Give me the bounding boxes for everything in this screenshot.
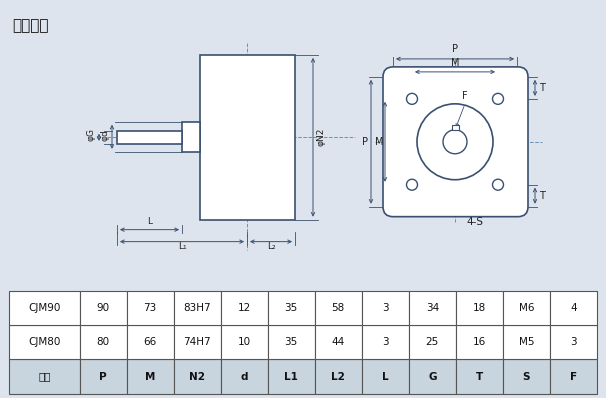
Text: 型号: 型号 <box>38 372 50 382</box>
Text: T: T <box>476 372 483 382</box>
Text: L₁: L₁ <box>178 242 186 251</box>
Text: 4: 4 <box>570 303 577 313</box>
Bar <box>362 291 409 325</box>
Bar <box>9 359 79 394</box>
Text: 12: 12 <box>238 303 251 313</box>
Text: 34: 34 <box>426 303 439 313</box>
FancyBboxPatch shape <box>383 67 528 217</box>
Text: L₂: L₂ <box>267 242 275 251</box>
Text: 74H7: 74H7 <box>184 337 211 347</box>
Text: CJM80: CJM80 <box>28 337 61 347</box>
Text: P: P <box>362 137 368 147</box>
Text: 25: 25 <box>426 337 439 347</box>
Bar <box>221 291 268 325</box>
Text: 44: 44 <box>331 337 345 347</box>
Text: 3: 3 <box>570 337 577 347</box>
Bar <box>503 291 550 325</box>
Bar <box>200 55 295 220</box>
Text: 90: 90 <box>96 303 110 313</box>
Bar <box>127 325 174 359</box>
Text: L: L <box>382 372 388 382</box>
Bar <box>182 122 200 152</box>
Bar <box>409 291 456 325</box>
Text: 73: 73 <box>144 303 157 313</box>
Text: L: L <box>147 217 152 226</box>
Text: F: F <box>462 91 468 101</box>
Text: P: P <box>99 372 107 382</box>
Text: d: d <box>241 372 248 382</box>
Bar <box>268 359 315 394</box>
Bar <box>174 291 221 325</box>
Text: 58: 58 <box>331 303 345 313</box>
Bar <box>550 325 597 359</box>
Text: 80: 80 <box>96 337 110 347</box>
Bar <box>315 359 362 394</box>
Bar <box>9 291 79 325</box>
Bar <box>550 291 597 325</box>
Text: M: M <box>451 58 459 68</box>
Text: M5: M5 <box>519 337 534 347</box>
Text: P: P <box>452 44 458 54</box>
Bar <box>362 359 409 394</box>
Bar <box>174 325 221 359</box>
Text: 减速装置: 减速装置 <box>12 18 48 33</box>
Bar <box>79 325 127 359</box>
Bar <box>127 291 174 325</box>
Bar <box>550 359 597 394</box>
Bar <box>315 291 362 325</box>
Text: CJM90: CJM90 <box>28 303 61 313</box>
Text: 3: 3 <box>382 337 388 347</box>
Bar <box>409 359 456 394</box>
Bar <box>315 325 362 359</box>
Text: 10: 10 <box>238 337 251 347</box>
Text: M6: M6 <box>519 303 534 313</box>
Bar <box>456 359 503 394</box>
Bar <box>79 359 127 394</box>
Text: 35: 35 <box>285 303 298 313</box>
Text: φN2: φN2 <box>316 128 325 146</box>
Bar <box>362 325 409 359</box>
Bar <box>117 131 182 144</box>
Bar <box>79 291 127 325</box>
Text: 18: 18 <box>473 303 486 313</box>
Bar <box>221 325 268 359</box>
Text: T: T <box>539 83 545 93</box>
Bar <box>268 291 315 325</box>
Text: 83H7: 83H7 <box>184 303 211 313</box>
Bar <box>503 325 550 359</box>
Text: 35: 35 <box>285 337 298 347</box>
Bar <box>456 325 503 359</box>
Text: 66: 66 <box>144 337 157 347</box>
Text: 4-S: 4-S <box>467 217 484 226</box>
Bar <box>174 359 221 394</box>
Text: L1: L1 <box>284 372 298 382</box>
Text: M: M <box>145 372 155 382</box>
Text: 3: 3 <box>382 303 388 313</box>
Bar <box>9 325 79 359</box>
Bar <box>127 359 174 394</box>
Bar <box>452 125 459 130</box>
Text: φG: φG <box>87 128 96 141</box>
Bar <box>503 359 550 394</box>
Text: T: T <box>539 191 545 201</box>
Text: φd: φd <box>100 129 109 140</box>
Text: F: F <box>570 372 577 382</box>
Bar <box>221 359 268 394</box>
Text: M: M <box>375 137 383 147</box>
Text: G: G <box>428 372 436 382</box>
Text: S: S <box>522 372 530 382</box>
Text: L2: L2 <box>331 372 345 382</box>
Text: N2: N2 <box>189 372 205 382</box>
Bar <box>456 291 503 325</box>
Text: 16: 16 <box>473 337 486 347</box>
Bar <box>409 325 456 359</box>
Bar <box>268 325 315 359</box>
